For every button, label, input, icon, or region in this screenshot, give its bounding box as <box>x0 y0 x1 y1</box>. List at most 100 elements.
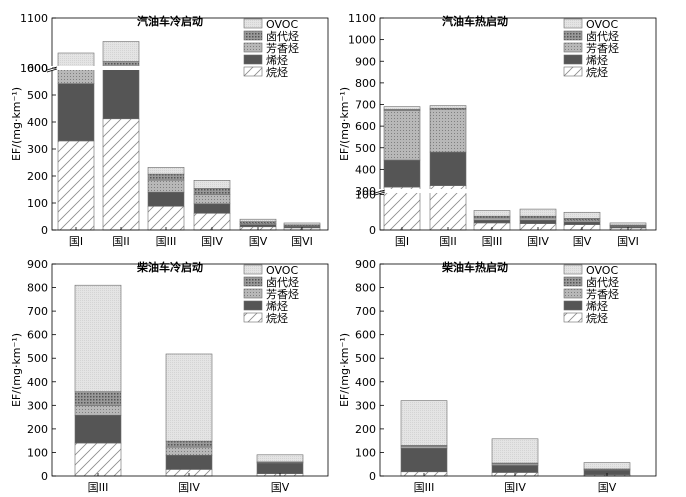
bar-aromatic-3-1 <box>74 405 122 416</box>
x-tick-label: 国V <box>598 481 617 494</box>
legend-label-ovoc: OVOC <box>266 264 298 277</box>
x-tick-label: 国III <box>414 481 435 494</box>
legend-swatch-aromatic <box>243 288 263 299</box>
y-tick-label: 0 <box>41 224 48 237</box>
y-tick-label: 300 <box>27 399 48 412</box>
plot-frame <box>51 17 329 231</box>
bar-halocarbon-3-1 <box>74 391 122 406</box>
break-mark <box>374 189 386 194</box>
legend-swatch-alkane <box>563 66 583 77</box>
legend-swatch-alkene <box>563 54 583 65</box>
bar-alkene-4-1 <box>400 447 448 473</box>
axis-break-gap <box>42 66 330 70</box>
y-tick-label: 1100 <box>20 12 48 25</box>
y-axis-label: EF/(mg·km⁻¹) <box>10 333 23 407</box>
x-tick-label: 国VI <box>617 235 639 248</box>
y-axis-label: EF/(mg·km⁻¹) <box>338 333 351 407</box>
y-tick-label: 500 <box>27 352 48 365</box>
bar-alkene-2-1 <box>383 159 421 188</box>
x-tick-label: 国III <box>156 235 177 248</box>
y-tick-label: 100 <box>27 197 48 210</box>
legend-swatch-halocarbon <box>563 30 583 41</box>
bar-ovoc-2-2 <box>429 105 467 109</box>
legend-label-ovoc: OVOC <box>266 18 298 31</box>
bar-alkene-1-5 <box>239 224 277 228</box>
bar-ovoc-1-6 <box>283 222 321 226</box>
bar-ovoc-1-4 <box>193 180 231 189</box>
legend-swatch-ovoc <box>563 264 583 275</box>
x-tick-label: 国IV <box>201 235 223 248</box>
chart-title: 柴油车冷启动 <box>136 260 203 274</box>
y-tick-label: 700 <box>355 305 376 318</box>
legend-swatch-ovoc <box>563 18 583 29</box>
y-tick-label: 100 <box>355 446 376 459</box>
bar-ovoc-2-5 <box>563 211 601 219</box>
legend-label-alkane: 烷烃 <box>586 311 608 325</box>
bar-ovoc-2-6 <box>609 222 647 226</box>
y-tick-label: 400 <box>355 376 376 389</box>
y-tick-label: 900 <box>27 258 48 271</box>
y-tick-label: 400 <box>27 116 48 129</box>
bar-alkene-1-1 <box>57 83 95 142</box>
bar-alkene-3-1 <box>74 414 122 444</box>
x-tick-label: 国III <box>482 235 503 248</box>
bar-aromatic-1-4 <box>193 194 231 205</box>
plot-frame <box>379 263 657 477</box>
legend-swatch-alkene <box>563 300 583 311</box>
bar-alkane-1-3 <box>147 205 185 231</box>
legend-label-aromatic: 芳香烃 <box>266 41 299 55</box>
bar-aromatic-2-2 <box>429 108 467 153</box>
x-tick-label: 国IV <box>527 235 549 248</box>
bar-alkane-1-1 <box>57 140 95 231</box>
legend-swatch-alkene <box>243 300 263 311</box>
chart-panel-1 <box>42 17 330 231</box>
y-tick-label: 100 <box>27 446 48 459</box>
bar-ovoc-4-1 <box>400 400 448 446</box>
bar-ovoc-1-3 <box>147 167 185 175</box>
y-tick-label: 700 <box>27 305 48 318</box>
legend-label-alkene: 烯烃 <box>266 300 288 313</box>
bar-alkane-1-2 <box>102 118 140 231</box>
chart-panel-4 <box>379 263 657 477</box>
legend-label-aromatic: 芳香烃 <box>586 287 619 301</box>
y-tick-label: 300 <box>355 399 376 412</box>
legend-label-halocarbon: 卤代烃 <box>266 30 299 43</box>
legend-label-ovoc: OVOC <box>586 18 618 31</box>
chart-panel-3 <box>51 263 329 477</box>
bar-ovoc-4-3 <box>583 462 631 470</box>
y-tick-label: 800 <box>355 77 376 90</box>
bar-ovoc-1-1 <box>57 52 95 69</box>
legend-swatch-halocarbon <box>243 276 263 287</box>
legend-label-alkane: 烷烃 <box>266 311 288 325</box>
legend-swatch-aromatic <box>563 288 583 299</box>
legend-label-halocarbon: 卤代烃 <box>586 276 619 289</box>
bar-ovoc-3-3 <box>256 454 304 463</box>
legend-label-aromatic: 芳香烃 <box>266 287 299 301</box>
legend-label-alkene: 烯烃 <box>586 54 608 67</box>
axis-break-gap <box>370 189 658 193</box>
legend-swatch-ovoc <box>243 18 263 29</box>
x-tick-label: 国II <box>112 235 130 248</box>
legend-label-aromatic: 芳香烃 <box>586 41 619 55</box>
y-tick-label: 200 <box>27 423 48 436</box>
bar-alkane-2-1 <box>383 186 421 231</box>
x-tick-label: 国IV <box>178 481 200 494</box>
y-tick-label: 300 <box>355 185 376 198</box>
bar-aromatic-1-3 <box>147 179 185 193</box>
bar-alkene-1-4 <box>193 203 231 214</box>
legend-label-alkene: 烯烃 <box>266 54 288 67</box>
bar-ovoc-3-2 <box>165 353 213 442</box>
legend-swatch-alkene <box>243 54 263 65</box>
y-tick-label: 200 <box>355 423 376 436</box>
bar-ovoc-3-1 <box>74 284 122 392</box>
bar-aromatic-2-1 <box>383 110 421 161</box>
break-mark <box>46 66 58 71</box>
y-tick-label: 1000 <box>20 62 48 75</box>
y-axis-label: EF/(mg·km⁻¹) <box>338 87 351 161</box>
bar-alkene-2-4 <box>519 219 557 224</box>
legend-swatch-alkane <box>243 312 263 323</box>
bar-halocarbon-3-2 <box>165 440 213 448</box>
legend-label-alkane: 烷烃 <box>266 65 288 79</box>
bar-aromatic-3-2 <box>165 446 213 456</box>
y-tick-label: 600 <box>355 329 376 342</box>
